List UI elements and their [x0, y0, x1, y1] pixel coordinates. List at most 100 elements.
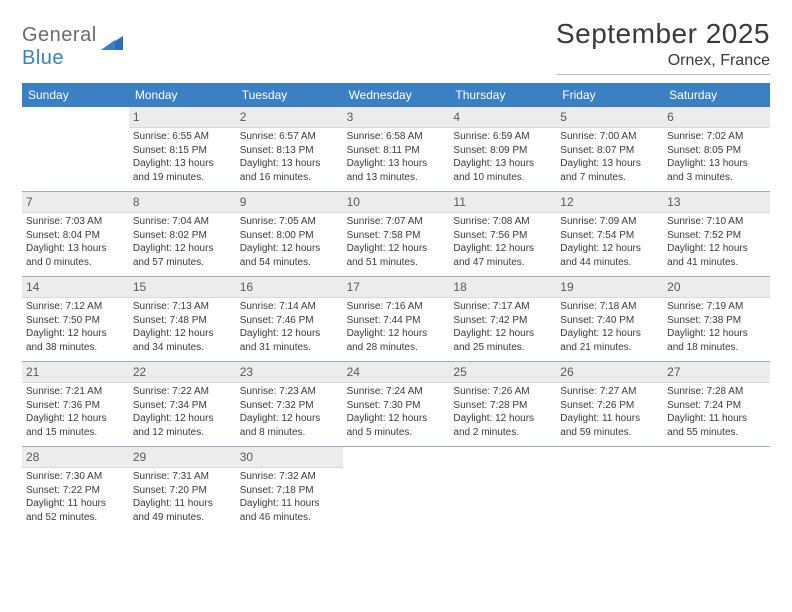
- calendar-cell: 16Sunrise: 7:14 AMSunset: 7:46 PMDayligh…: [236, 277, 343, 361]
- day-number: 4: [449, 107, 556, 128]
- day-number: 7: [22, 192, 129, 213]
- calendar-cell: 15Sunrise: 7:13 AMSunset: 7:48 PMDayligh…: [129, 277, 236, 361]
- day-info-line: Sunset: 8:09 PM: [453, 144, 552, 158]
- day-header: Sunday: [22, 83, 129, 107]
- day-info-line: Sunset: 8:04 PM: [26, 229, 125, 243]
- day-info-line: Daylight: 12 hours: [560, 242, 659, 256]
- day-info-line: and 3 minutes.: [667, 171, 766, 185]
- day-info-line: Daylight: 11 hours: [560, 412, 659, 426]
- calendar-cell: [22, 107, 129, 191]
- title-block: September 2025 Ornex, France: [556, 18, 770, 75]
- day-header: Friday: [556, 83, 663, 107]
- day-info-line: Daylight: 13 hours: [453, 157, 552, 171]
- day-info-line: Sunset: 7:42 PM: [453, 314, 552, 328]
- calendar-grid: SundayMondayTuesdayWednesdayThursdayFrid…: [22, 83, 770, 531]
- day-info-line: and 10 minutes.: [453, 171, 552, 185]
- header: General Blue September 2025 Ornex, Franc…: [22, 18, 770, 75]
- calendar-cell: 17Sunrise: 7:16 AMSunset: 7:44 PMDayligh…: [343, 277, 450, 361]
- day-info-line: Daylight: 13 hours: [133, 157, 232, 171]
- day-info-line: Sunrise: 7:22 AM: [133, 385, 232, 399]
- day-info-line: Sunrise: 7:04 AM: [133, 215, 232, 229]
- day-info-line: Daylight: 12 hours: [133, 242, 232, 256]
- calendar-cell: 7Sunrise: 7:03 AMSunset: 8:04 PMDaylight…: [22, 192, 129, 276]
- calendar-cell: 19 Sunrise: 7:18 AMSunset: 7:40 PMDayligh…: [556, 277, 663, 361]
- day-info-line: Sunrise: 7:02 AM: [667, 130, 766, 144]
- day-info-line: and 59 minutes.: [560, 426, 659, 440]
- calendar-cell: 30Sunrise: 7:32 AMSunset: 7:18 PMDayligh…: [236, 447, 343, 531]
- calendar-cell: 10Sunrise: 7:07 AMSunset: 7:58 PMDayligh…: [343, 192, 450, 276]
- day-info-line: Daylight: 13 hours: [667, 157, 766, 171]
- calendar-cell: [556, 447, 663, 531]
- day-info-line: Sunset: 7:20 PM: [133, 484, 232, 498]
- day-header: Thursday: [449, 83, 556, 107]
- week-divider: [22, 276, 770, 277]
- day-info-line: Sunrise: 7:21 AM: [26, 385, 125, 399]
- day-header: Monday: [129, 83, 236, 107]
- day-info-line: Sunset: 7:48 PM: [133, 314, 232, 328]
- day-info-line: Sunrise: 7:23 AM: [240, 385, 339, 399]
- day-info-line: Daylight: 12 hours: [26, 327, 125, 341]
- day-info-line: Sunset: 7:34 PM: [133, 399, 232, 413]
- day-info-line: Sunrise: 7:18 AM: [560, 300, 659, 314]
- day-info-line: Sunrise: 6:57 AM: [240, 130, 339, 144]
- day-info-line: Daylight: 13 hours: [26, 242, 125, 256]
- day-info-line: Sunrise: 7:28 AM: [667, 385, 766, 399]
- calendar-cell: 14 Sunrise: 7:12 AMSunset: 7:50 PMDayligh…: [22, 277, 129, 361]
- day-info-line: Daylight: 12 hours: [453, 412, 552, 426]
- calendar-cell: 27Sunrise: 7:28 AMSunset: 7:24 PMDayligh…: [663, 362, 770, 446]
- day-info-line: and 28 minutes.: [347, 341, 446, 355]
- location-subtitle: Ornex, France: [556, 52, 770, 75]
- calendar-cell: 13Sunrise: 7:10 AMSunset: 7:52 PMDayligh…: [663, 192, 770, 276]
- week-divider: [22, 446, 770, 447]
- day-number: 27: [663, 362, 770, 383]
- day-info-line: Daylight: 11 hours: [26, 497, 125, 511]
- day-info-line: Sunrise: 7:12 AM: [26, 300, 125, 314]
- day-info-line: Sunset: 7:18 PM: [240, 484, 339, 498]
- day-number: 14: [22, 277, 129, 298]
- day-header: Wednesday: [343, 83, 450, 107]
- day-info-line: and 19 minutes.: [133, 171, 232, 185]
- day-info-line: and 7 minutes.: [560, 171, 659, 185]
- brand-part2: Blue: [22, 47, 64, 69]
- day-info-line: Sunset: 7:50 PM: [26, 314, 125, 328]
- day-info-line: and 2 minutes.: [453, 426, 552, 440]
- day-info-line: Sunrise: 6:55 AM: [133, 130, 232, 144]
- day-number: 10: [343, 192, 450, 213]
- day-info-line: Sunset: 7:36 PM: [26, 399, 125, 413]
- calendar-cell: 21 Sunrise: 7:21 AMSunset: 7:36 PMDayligh…: [22, 362, 129, 446]
- day-info-line: Sunrise: 7:27 AM: [560, 385, 659, 399]
- day-number: 8: [129, 192, 236, 213]
- day-info-line: Sunrise: 7:24 AM: [347, 385, 446, 399]
- day-number: 5: [556, 107, 663, 128]
- day-info-line: Sunset: 7:40 PM: [560, 314, 659, 328]
- day-info-line: and 0 minutes.: [26, 256, 125, 270]
- week-divider: [22, 361, 770, 362]
- day-info-line: Daylight: 12 hours: [560, 327, 659, 341]
- day-info-line: Sunset: 7:54 PM: [560, 229, 659, 243]
- day-info-line: Sunrise: 7:14 AM: [240, 300, 339, 314]
- day-info-line: Sunrise: 6:59 AM: [453, 130, 552, 144]
- day-number: 12: [556, 192, 663, 213]
- day-info-line: and 38 minutes.: [26, 341, 125, 355]
- day-info-line: Sunrise: 7:32 AM: [240, 470, 339, 484]
- calendar-cell: 8Sunrise: 7:04 AMSunset: 8:02 PMDaylight…: [129, 192, 236, 276]
- day-number: 9: [236, 192, 343, 213]
- calendar-cell: 29Sunrise: 7:31 AMSunset: 7:20 PMDayligh…: [129, 447, 236, 531]
- calendar-cell: 18Sunrise: 7:17 AMSunset: 7:42 PMDayligh…: [449, 277, 556, 361]
- day-number: 22: [129, 362, 236, 383]
- logo-triangle-icon: [101, 36, 123, 59]
- day-info-line: and 25 minutes.: [453, 341, 552, 355]
- day-info-line: Sunset: 7:28 PM: [453, 399, 552, 413]
- day-number: 3: [343, 107, 450, 128]
- day-info-line: and 54 minutes.: [240, 256, 339, 270]
- day-info-line: Daylight: 12 hours: [26, 412, 125, 426]
- day-info-line: Sunset: 7:30 PM: [347, 399, 446, 413]
- day-number: 26: [556, 362, 663, 383]
- day-number: 19: [556, 277, 663, 298]
- day-number: 21: [22, 362, 129, 383]
- day-info-line: and 57 minutes.: [133, 256, 232, 270]
- calendar-cell: 20Sunrise: 7:19 AMSunset: 7:38 PMDayligh…: [663, 277, 770, 361]
- day-info-line: Daylight: 12 hours: [240, 242, 339, 256]
- day-info-line: Daylight: 12 hours: [133, 412, 232, 426]
- brand-text: General Blue: [22, 24, 97, 70]
